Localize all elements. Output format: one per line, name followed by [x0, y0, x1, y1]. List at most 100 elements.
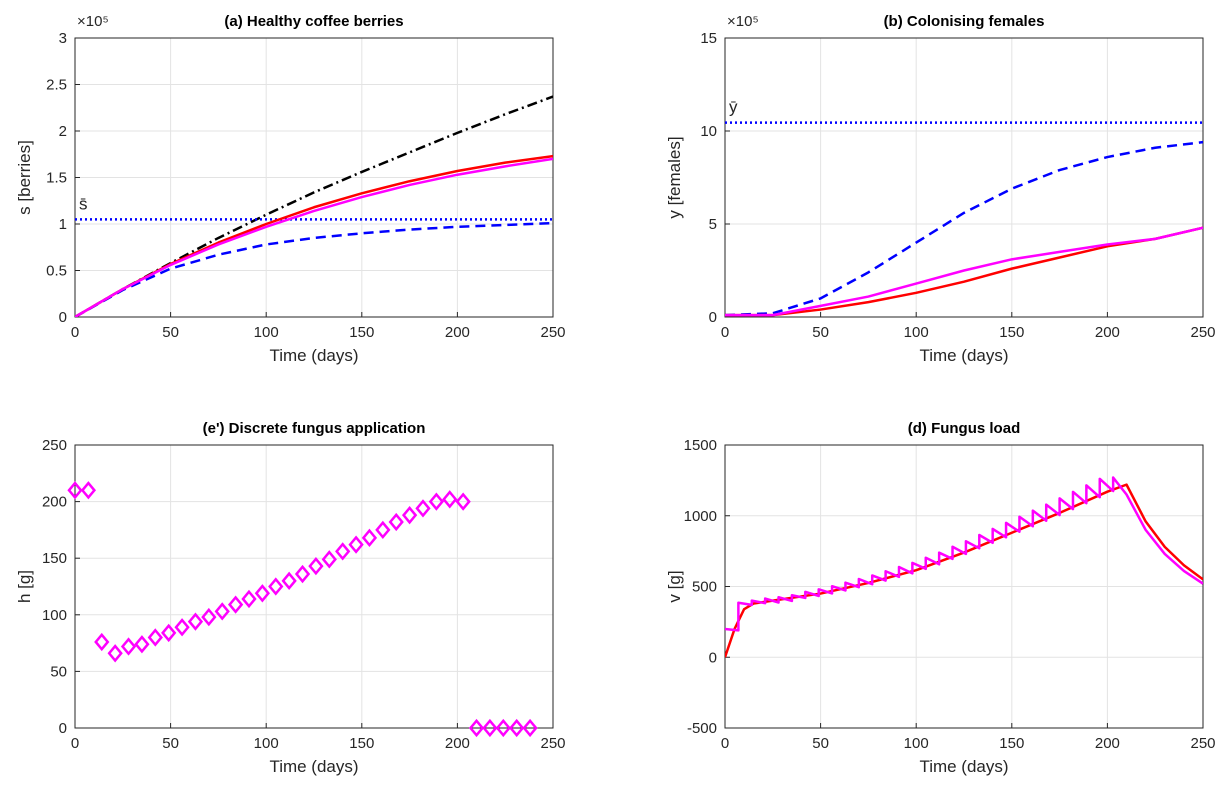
- y-tick-label: 50: [50, 663, 67, 680]
- y-tick-label: 1: [59, 216, 67, 233]
- x-tick-label: 50: [812, 735, 829, 752]
- diamond-marker: [134, 635, 150, 654]
- diamond-marker: [522, 718, 538, 738]
- y-axis-label: v [g]: [665, 570, 684, 602]
- diamond-marker: [509, 718, 525, 738]
- x-tick-label: 50: [162, 735, 179, 752]
- diamond-marker: [201, 607, 217, 627]
- plot-area: [725, 38, 1203, 317]
- y-tick-label: 100: [42, 607, 67, 624]
- reference-label: s̄: [79, 194, 88, 213]
- y-axis-label: s [berries]: [15, 140, 34, 215]
- y-axis-label: h [g]: [15, 570, 34, 603]
- y-tick-label: 500: [692, 579, 717, 596]
- y-tick-label: 0.5: [46, 263, 67, 280]
- x-axis-label: Time (days): [919, 346, 1008, 365]
- diamond-marker: [107, 644, 123, 663]
- diamond-marker: [335, 542, 351, 561]
- y-tick-label: 15: [700, 30, 717, 47]
- y-tick-label: 250: [42, 437, 67, 454]
- y-tick-label: 2.5: [46, 77, 67, 94]
- diamond-marker: [455, 492, 471, 511]
- y-tick-label: 0: [709, 649, 717, 666]
- diamond-marker: [468, 718, 485, 738]
- diamond-marker: [415, 499, 431, 518]
- subplot: 0 50 100 150 200 250 0 0.5 1 1.5 2 2.5 3 (a) Healthy …: [15, 13, 566, 365]
- diamond-marker: [294, 564, 311, 584]
- diamond-marker: [94, 632, 110, 652]
- diamond-marker: [174, 618, 190, 637]
- axes-box: [74, 37, 554, 318]
- diamond-marker: [80, 481, 97, 500]
- y-tick-label: 1.5: [46, 170, 67, 187]
- x-tick-label: 0: [71, 735, 79, 752]
- diamond-marker: [187, 612, 204, 631]
- y-tick-label: 5: [709, 216, 717, 233]
- series-line: [75, 157, 553, 317]
- series-line: [75, 95, 553, 317]
- y-exponent: ×10⁵: [77, 13, 109, 30]
- x-tick-label: 200: [445, 324, 470, 341]
- diamond-marker: [375, 520, 391, 540]
- subplot: 0 50 100 150 200 250 0 5 10 15 (b) Colonising fema…: [665, 13, 1216, 365]
- diamond-marker: [388, 512, 404, 532]
- diamond-marker: [361, 528, 378, 547]
- diamond-marker: [428, 492, 444, 511]
- x-tick-label: 100: [254, 324, 279, 341]
- series-line: [725, 140, 1203, 317]
- y-tick-label: 150: [42, 550, 67, 567]
- x-tick-label: 150: [349, 735, 374, 752]
- y-tick-label: 1500: [684, 437, 717, 454]
- x-tick-label: 50: [812, 324, 829, 341]
- chart-title: (b) Colonising females: [884, 13, 1045, 30]
- y-exponent: ×10⁵: [727, 13, 759, 30]
- x-tick-label: 200: [445, 735, 470, 752]
- x-tick-label: 50: [162, 324, 179, 341]
- x-axis-label: Time (days): [919, 757, 1008, 776]
- x-tick-label: 0: [721, 735, 729, 752]
- y-axis-label: y [females]: [665, 136, 684, 218]
- x-tick-label: 100: [904, 324, 929, 341]
- diamond-marker: [214, 602, 230, 621]
- y-tick-label: 200: [42, 494, 67, 511]
- y-tick-label: 0: [709, 309, 717, 326]
- diamond-marker: [308, 556, 324, 576]
- diamond-marker: [67, 481, 83, 500]
- x-tick-label: 100: [904, 735, 929, 752]
- diamond-marker: [495, 718, 511, 738]
- diamond-marker: [254, 584, 271, 603]
- x-tick-label: 250: [1190, 324, 1215, 341]
- diamond-marker: [482, 718, 498, 738]
- x-tick-label: 250: [540, 324, 565, 341]
- diamond-marker: [241, 589, 257, 609]
- x-tick-label: 150: [999, 324, 1024, 341]
- x-tick-label: 150: [999, 735, 1024, 752]
- chart-title: (a) Healthy coffee berries: [224, 13, 403, 30]
- series-line: [75, 221, 553, 317]
- plot-area: [75, 445, 553, 728]
- plot-layer: [725, 121, 1203, 317]
- chart-title: (d) Fungus load: [908, 420, 1020, 437]
- x-tick-label: 0: [71, 324, 79, 341]
- series-line: [725, 476, 1203, 632]
- diamond-marker: [281, 571, 297, 590]
- x-tick-label: 100: [254, 735, 279, 752]
- axes-box: [724, 444, 1204, 729]
- y-tick-label: 0: [59, 720, 67, 737]
- y-tick-label: 1000: [684, 508, 717, 525]
- diamond-marker: [442, 490, 458, 509]
- y-tick-label: 2: [59, 123, 67, 140]
- diamond-marker: [348, 535, 364, 554]
- plot-layer: [75, 95, 553, 317]
- chart-title: (e') Discrete fungus application: [203, 420, 426, 437]
- diamond-marker: [227, 595, 244, 614]
- axes-box: [74, 444, 554, 729]
- x-axis-label: Time (days): [269, 757, 358, 776]
- x-tick-label: 250: [540, 735, 565, 752]
- diamond-marker: [268, 577, 284, 596]
- diamond-marker: [161, 623, 177, 643]
- diamond-marker: [321, 550, 337, 569]
- y-tick-label: -500: [687, 720, 717, 737]
